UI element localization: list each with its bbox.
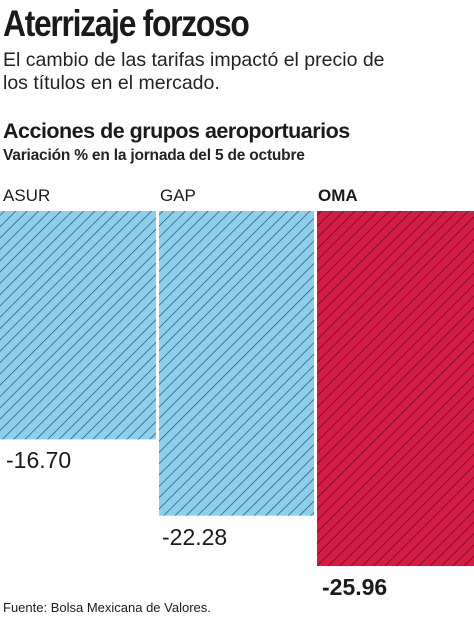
- bar-asur: [0, 211, 156, 440]
- source-note: Fuente: Bolsa Mexicana de Valores.: [3, 600, 211, 615]
- dek: El cambio de las tarifas impactó el prec…: [3, 49, 385, 94]
- bar-oma: [317, 211, 474, 566]
- value-label-oma: -25.96: [322, 574, 388, 600]
- chart-subtitle: Variación % en la jornada del 5 de octub…: [3, 147, 305, 164]
- value-label-gap: -22.28: [162, 523, 228, 550]
- bar-gap: [159, 211, 314, 516]
- value-label-asur: -16.70: [6, 447, 72, 474]
- headline: Aterrizaje forzoso: [3, 3, 250, 44]
- category-label-oma: OMA: [318, 186, 358, 205]
- bar-chart: [0, 211, 474, 566]
- chart-title: Acciones de grupos aeroportuarios: [3, 119, 350, 143]
- category-label-gap: GAP: [160, 186, 196, 205]
- category-label-asur: ASUR: [3, 186, 51, 205]
